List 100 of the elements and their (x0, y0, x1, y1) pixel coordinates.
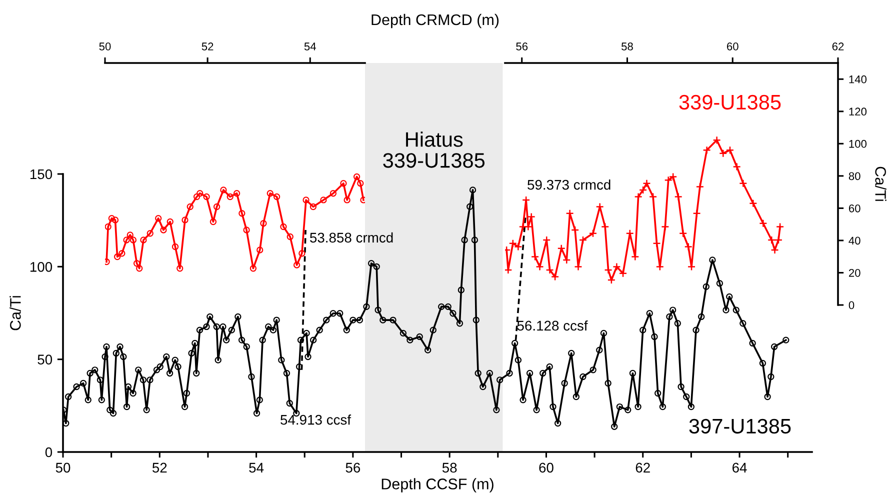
point (160, 226, 167, 234)
point (557, 244, 566, 252)
point (678, 229, 688, 238)
point (684, 242, 692, 251)
x-tick-label: 64 (732, 462, 747, 473)
x-tick-label: 58 (442, 462, 457, 473)
point (256, 246, 264, 254)
point (186, 203, 194, 210)
y-tick-label: 100 (849, 140, 867, 148)
y-tick-label: 50 (38, 354, 52, 365)
y-tick-label: 150 (30, 169, 52, 180)
point (280, 223, 287, 230)
y-tick-label: 120 (849, 108, 867, 116)
point (612, 262, 621, 271)
point (712, 136, 721, 144)
point (130, 236, 137, 244)
point (536, 262, 544, 271)
y-tick-label: 60 (848, 204, 860, 212)
annotation: 56.128 ccsf (517, 320, 588, 331)
point (732, 162, 741, 171)
point (340, 180, 347, 187)
point (243, 226, 250, 234)
point (273, 193, 280, 200)
point (702, 146, 711, 154)
point (774, 236, 783, 244)
point (770, 246, 779, 254)
point (330, 190, 337, 197)
annotation: 397-U1385 (689, 418, 791, 434)
point (776, 222, 784, 231)
point (140, 236, 147, 244)
annotation: 53.858 crmcd (310, 232, 393, 243)
point (210, 218, 217, 226)
point (692, 209, 701, 218)
point (601, 222, 610, 231)
y-tick-label: 80 (848, 172, 860, 180)
y-tick-label: 40 (848, 236, 860, 245)
point (344, 196, 350, 204)
point (357, 180, 364, 187)
x-tick-label: 50 (56, 462, 70, 473)
x-tick-label: 60 (539, 462, 554, 473)
point (674, 192, 682, 201)
point (126, 232, 134, 238)
point (155, 215, 162, 222)
x-tick-label: 54 (304, 42, 316, 50)
point (652, 239, 661, 248)
annotation: 54.913 ccsf (280, 414, 352, 425)
point (726, 146, 734, 154)
point (768, 236, 776, 244)
x-tick-label: 56 (516, 42, 528, 50)
point (618, 269, 628, 278)
x-axis-title: Depth CRMCD (m) (372, 14, 499, 28)
annotation: 59.373 crmcd (528, 180, 610, 190)
point (310, 203, 317, 210)
x-tick-label: 62 (832, 42, 844, 50)
band-label: Hiatus 339-U1385 (383, 132, 485, 168)
point (648, 192, 658, 201)
x-axis-title: Depth CCSF (m) (382, 478, 494, 492)
point (320, 196, 327, 204)
point (233, 190, 240, 197)
point (123, 236, 130, 244)
point (604, 266, 612, 274)
point (133, 260, 140, 267)
point (508, 239, 517, 248)
point (112, 216, 119, 224)
point (749, 199, 758, 208)
x-tick-label: 50 (99, 42, 111, 50)
point (514, 242, 522, 251)
point (213, 203, 220, 210)
y-tick-label: 20 (848, 269, 860, 277)
point (193, 193, 200, 200)
point (530, 252, 540, 261)
point (118, 250, 126, 257)
annotation: 339-U1385 (679, 94, 781, 110)
point (105, 223, 112, 230)
point (739, 179, 748, 188)
point (108, 215, 115, 222)
x-tick-label: 60 (727, 42, 738, 50)
y-tick-label: 100 (30, 262, 52, 272)
point (607, 276, 616, 284)
x-tick-label: 52 (152, 462, 167, 473)
point (293, 262, 300, 268)
point (146, 230, 154, 237)
point (238, 210, 246, 217)
y-axis-title: Ca/Ti (10, 296, 21, 330)
x-tick-label: 52 (202, 42, 214, 50)
point (172, 243, 179, 250)
point (114, 253, 121, 260)
point (196, 190, 204, 197)
point (266, 190, 274, 197)
y-tick-label: 140 (849, 75, 867, 84)
point (182, 216, 188, 224)
point (166, 218, 174, 226)
x-tick-label: 54 (249, 462, 264, 473)
point (203, 193, 210, 200)
point (578, 236, 588, 244)
point (260, 220, 267, 227)
point (176, 265, 184, 272)
point (759, 219, 768, 228)
point (302, 196, 310, 204)
point (570, 226, 580, 234)
